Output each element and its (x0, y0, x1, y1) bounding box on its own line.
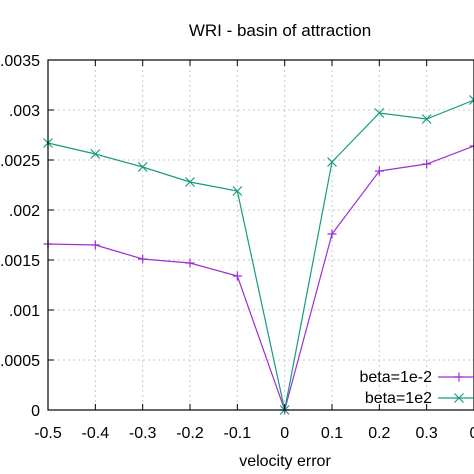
x-axis: -0.5 -0.4 -0.3 -0.2 -0.1 0 0.1 0.2 0.3 0 (34, 60, 474, 442)
data-point (327, 157, 337, 167)
legend-swatch-marker (454, 393, 464, 403)
plot-frame (47, 59, 474, 411)
data-point (374, 166, 384, 176)
x-tick-label: -0.4 (82, 425, 110, 442)
y-tick-label: .001 (9, 303, 40, 320)
data-point (232, 186, 243, 196)
x-axis-label: velocity error (239, 453, 331, 470)
legend-label: beta=1e-2 (359, 369, 432, 386)
series-2 (43, 95, 474, 415)
data-point (422, 159, 432, 169)
data-point (232, 271, 242, 281)
x-tick-label: 0.3 (416, 425, 438, 442)
data-point (374, 108, 385, 118)
x-tick-label: -0.2 (176, 425, 204, 442)
y-tick-label: .003 (9, 103, 40, 120)
y-tick-label: .0025 (0, 153, 40, 170)
data-point (185, 177, 195, 187)
y-tick-label: 0 (31, 403, 40, 420)
data-point (137, 162, 148, 172)
data-point (469, 141, 474, 151)
x-tick-label: -0.1 (224, 425, 252, 442)
y-tick-label: .002 (9, 203, 40, 220)
data-point (469, 95, 474, 105)
data-point (421, 114, 432, 124)
legend: beta=1e-2 beta=1e2 (359, 369, 474, 407)
x-tick-label: 0.1 (321, 425, 343, 442)
series-group (43, 95, 474, 415)
x-tick-label: 0 (470, 425, 474, 442)
data-point (327, 229, 337, 239)
y-tick-label: .0015 (0, 253, 40, 270)
data-point (90, 149, 101, 159)
data-point (138, 254, 148, 264)
legend-swatch-marker (454, 372, 464, 382)
legend-label: beta=1e2 (365, 390, 432, 407)
x-tick-label: 0 (280, 425, 289, 442)
series-line (47, 145, 474, 413)
x-tick-label: -0.3 (129, 425, 157, 442)
y-tick-label: .0035 (0, 53, 40, 70)
x-tick-label: -0.5 (34, 425, 62, 442)
series-1 (43, 141, 474, 415)
x-tick-label: 0.2 (368, 425, 390, 442)
data-point (185, 258, 195, 268)
data-point (90, 240, 100, 250)
grid (48, 60, 474, 410)
y-tick-label: .0005 (0, 353, 40, 370)
y-axis: 0 .0005 .001 .0015 .002 .0025 .003 .0035 (0, 53, 54, 420)
series-line (47, 99, 474, 411)
chart-title: WRI - basin of attraction (189, 21, 371, 40)
